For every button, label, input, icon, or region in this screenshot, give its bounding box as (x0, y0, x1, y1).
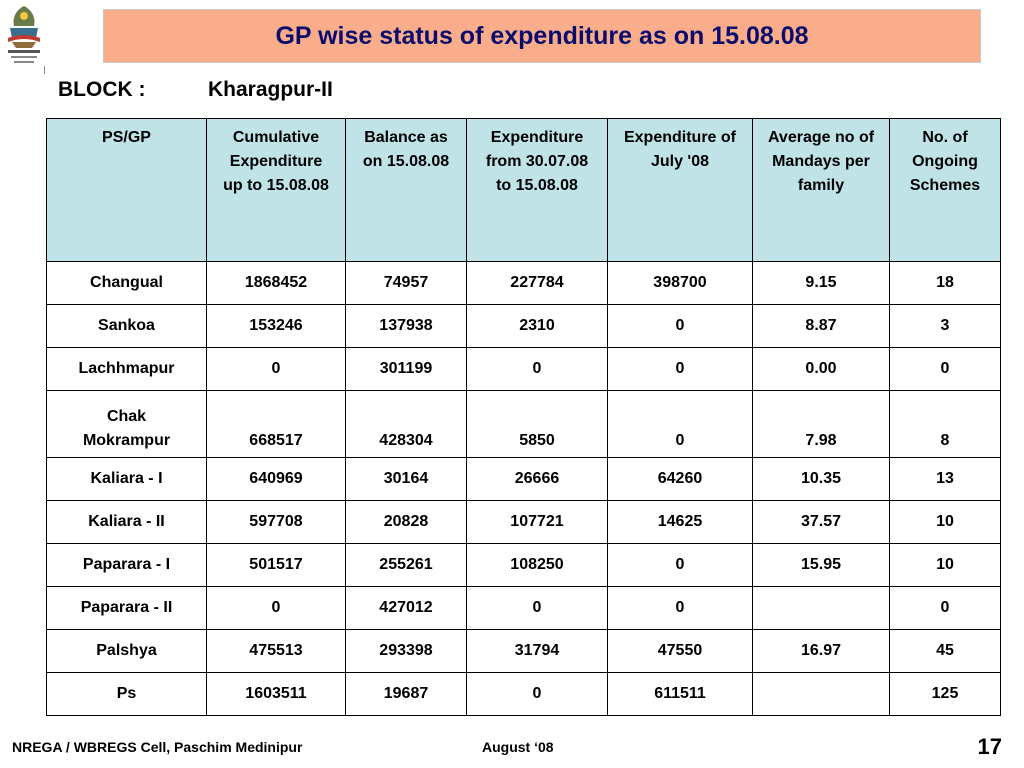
cell-average-mandays: 10.35 (752, 457, 890, 501)
cell-expenditure-period: 227784 (466, 261, 608, 305)
cell-average-mandays (752, 586, 890, 630)
cell-expenditure-period: 31794 (466, 629, 608, 673)
cell-ongoing-schemes: 3 (889, 304, 1001, 348)
cell-expenditure-period: 108250 (466, 543, 608, 587)
header-ongoing-schemes: No. of Ongoing Schemes (889, 118, 1001, 262)
cell-ongoing-schemes: 10 (889, 543, 1001, 587)
cell-average-mandays: 15.95 (752, 543, 890, 587)
header-average-mandays: Average no of Mandays per family (752, 118, 890, 262)
cell-expenditure-period: 0 (466, 586, 608, 630)
header-expenditure-period: Expenditure from 30.07.08 to 15.08.08 (466, 118, 608, 262)
cell-balance: 137938 (345, 304, 467, 348)
cell-ps-gp: Lachhmapur (46, 347, 207, 391)
cell-cumulative-expenditure: 0 (206, 586, 346, 630)
cell-cumulative-expenditure: 1603511 (206, 672, 346, 716)
cell-ongoing-schemes: 10 (889, 500, 1001, 544)
cell-expenditure-july: 0 (607, 347, 753, 391)
cell-ps-gp: Paparara - I (46, 543, 207, 587)
cell-expenditure-july: 0 (607, 543, 753, 587)
cell-ongoing-schemes: 8 (889, 390, 1001, 458)
cell-cumulative-expenditure: 1868452 (206, 261, 346, 305)
table-row: Palshya 475513 293398 31794 47550 16.97 45 (46, 629, 1001, 673)
table-row: Ps 1603511 19687 0 611511 125 (46, 672, 1001, 716)
cell-cumulative-expenditure: 668517 (206, 390, 346, 458)
cell-balance: 20828 (345, 500, 467, 544)
cell-cumulative-expenditure: 0 (206, 347, 346, 391)
cell-expenditure-july: 398700 (607, 261, 753, 305)
gp-expenditure-table: PS/GP Cumulative Expenditure up to 15.08… (46, 118, 1001, 716)
header-ps-gp: PS/GP (46, 118, 207, 262)
block-label: BLOCK : (58, 78, 146, 101)
header-cumulative-expenditure: Cumulative Expenditure up to 15.08.08 (206, 118, 346, 262)
cell-average-mandays: 9.15 (752, 261, 890, 305)
cell-ongoing-schemes: 125 (889, 672, 1001, 716)
cell-cumulative-expenditure: 597708 (206, 500, 346, 544)
nrega-emblem-icon (2, 2, 46, 68)
cell-cumulative-expenditure: 475513 (206, 629, 346, 673)
table-header-row: PS/GP Cumulative Expenditure up to 15.08… (46, 118, 1001, 262)
table-row: Sankoa 153246 137938 2310 0 8.87 3 (46, 304, 1001, 348)
footer-date: August ‘08 (482, 739, 554, 755)
cell-expenditure-period: 0 (466, 672, 608, 716)
cell-balance: 301199 (345, 347, 467, 391)
cell-expenditure-july: 64260 (607, 457, 753, 501)
table-row: Paparara - I 501517 255261 108250 0 15.95 10 (46, 543, 1001, 587)
table-row: Chak Mokrampur 668517 428304 5850 0 7.98 8 (46, 390, 1001, 458)
cell-balance: 428304 (345, 390, 467, 458)
cell-cumulative-expenditure: 153246 (206, 304, 346, 348)
page-number: 17 (977, 734, 1002, 759)
cell-expenditure-period: 0 (466, 347, 608, 391)
cell-ps-gp: Changual (46, 261, 207, 305)
cell-ps-gp: Palshya (46, 629, 207, 673)
cell-average-mandays: 16.97 (752, 629, 890, 673)
cell-balance: 293398 (345, 629, 467, 673)
table-row: Kaliara - II 597708 20828 107721 14625 37.57 1… (46, 500, 1001, 544)
cell-average-mandays: 7.98 (752, 390, 890, 458)
cell-ongoing-schemes: 45 (889, 629, 1001, 673)
cell-ongoing-schemes: 18 (889, 261, 1001, 305)
cell-expenditure-july: 14625 (607, 500, 753, 544)
cell-balance: 74957 (345, 261, 467, 305)
cell-balance: 255261 (345, 543, 467, 587)
cell-expenditure-period: 2310 (466, 304, 608, 348)
cell-expenditure-period: 5850 (466, 390, 608, 458)
cell-ps-gp: Kaliara - I (46, 457, 207, 501)
cell-average-mandays: 37.57 (752, 500, 890, 544)
cell-cumulative-expenditure: 501517 (206, 543, 346, 587)
table-row: Kaliara - I 640969 30164 26666 64260 10.35 13 (46, 457, 1001, 501)
logo-divider (44, 66, 45, 74)
header-balance: Balance as on 15.08.08 (345, 118, 467, 262)
table-row: Lachhmapur 0 301199 0 0 0.00 0 (46, 347, 1001, 391)
cell-ps-gp: Paparara - II (46, 586, 207, 630)
cell-average-mandays (752, 672, 890, 716)
cell-balance: 19687 (345, 672, 467, 716)
cell-expenditure-july: 0 (607, 390, 753, 458)
cell-ongoing-schemes: 0 (889, 586, 1001, 630)
cell-ongoing-schemes: 13 (889, 457, 1001, 501)
cell-ongoing-schemes: 0 (889, 347, 1001, 391)
cell-cumulative-expenditure: 640969 (206, 457, 346, 501)
cell-average-mandays: 0.00 (752, 347, 890, 391)
title-banner: GP wise status of expenditure as on 15.0… (103, 9, 981, 63)
block-value: Kharagpur-II (208, 78, 333, 101)
cell-ps-gp: Kaliara - II (46, 500, 207, 544)
cell-expenditure-period: 107721 (466, 500, 608, 544)
cell-expenditure-july: 0 (607, 304, 753, 348)
cell-ps-gp: Ps (46, 672, 207, 716)
cell-balance: 30164 (345, 457, 467, 501)
cell-average-mandays: 8.87 (752, 304, 890, 348)
cell-ps-gp-text: Chak Mokrampur (82, 408, 171, 449)
cell-expenditure-period: 26666 (466, 457, 608, 501)
footer-organization: NREGA / WBREGS Cell, Paschim Medinipur (12, 739, 303, 755)
cell-ps-gp: Chak Mokrampur (46, 390, 207, 458)
cell-expenditure-july: 611511 (607, 672, 753, 716)
header-expenditure-july: Expenditure of July '08 (607, 118, 753, 262)
slide-title: GP wise status of expenditure as on 15.0… (275, 21, 809, 50)
cell-balance: 427012 (345, 586, 467, 630)
cell-expenditure-july: 0 (607, 586, 753, 630)
table-row: Changual 1868452 74957 227784 398700 9.15 18 (46, 261, 1001, 305)
cell-expenditure-july: 47550 (607, 629, 753, 673)
table-row: Paparara - II 0 427012 0 0 0 (46, 586, 1001, 630)
cell-ps-gp: Sankoa (46, 304, 207, 348)
